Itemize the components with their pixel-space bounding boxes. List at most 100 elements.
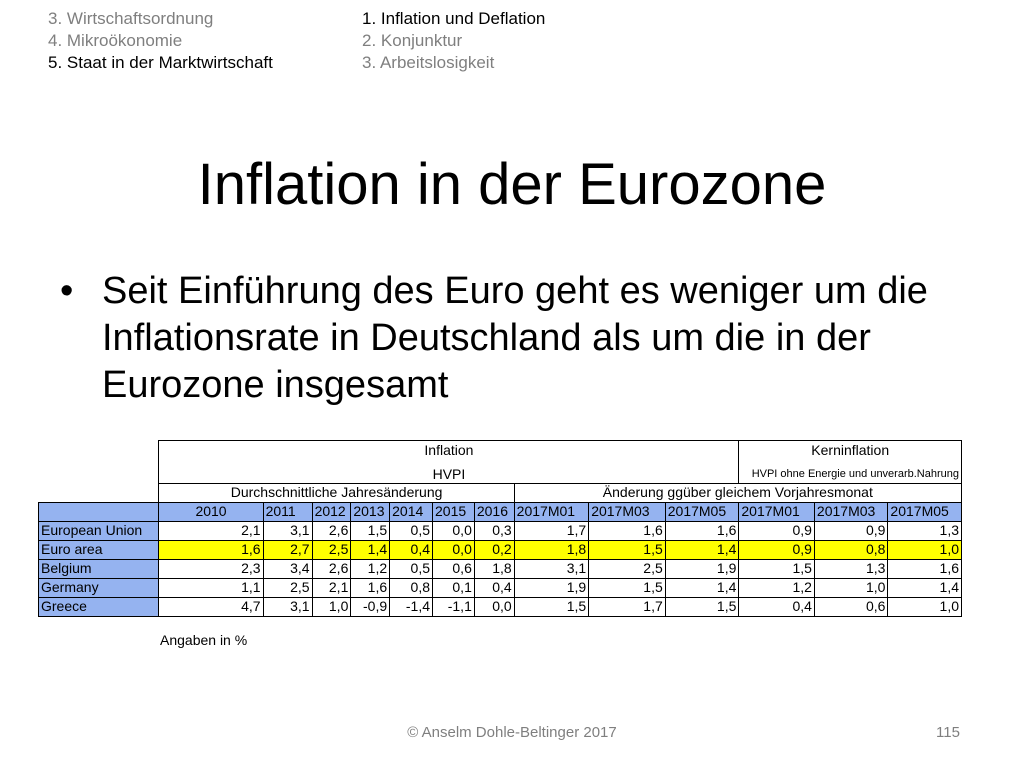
value-cell: 2,6	[311, 558, 352, 579]
year-header: 2013	[350, 501, 391, 522]
value-cell: -1,4	[389, 596, 434, 617]
year-header: 2017M03	[813, 501, 889, 522]
value-cell: 1,2	[350, 558, 391, 579]
header-row-measure: Durchschnittliche Jahresänderung Änderun…	[39, 482, 963, 503]
header-row-years: 2010 2011 2012 2013 2014 2015 2016 2017M…	[37, 501, 962, 522]
country-label: European Union	[37, 520, 160, 541]
value-cell: 0,4	[738, 596, 815, 617]
year-header: 2016	[473, 501, 515, 522]
table-note: Angaben in %	[160, 632, 248, 648]
value-cell: 0,1	[432, 577, 475, 598]
header-durchschnitt: Durchschnittliche Jahresänderung	[158, 482, 515, 503]
value-cell: 0,0	[473, 596, 515, 617]
value-cell: 1,4	[350, 539, 391, 560]
bullet-dot: •	[60, 270, 74, 312]
value-cell: 3,1	[262, 596, 313, 617]
value-cell: 1,0	[887, 539, 962, 560]
value-cell: 1,5	[513, 596, 590, 617]
blank-cell	[39, 441, 159, 460]
table-row-greece: Greece 4,7 3,1 1,0 -0,9 -1,4 -1,1 0,0 1,…	[37, 596, 962, 617]
inflation-table: Inflation Kerninflation HVPI HVPI ohne E…	[37, 440, 963, 617]
value-cell: 0,6	[432, 558, 475, 579]
value-cell: 1,8	[513, 539, 590, 560]
header-hvpi: HVPI	[158, 459, 740, 484]
nav-item-mikrooekonomie: 4. Mikroökonomie	[48, 31, 183, 50]
header-row-group: Inflation Kerninflation	[39, 440, 962, 460]
table-row-euro-area: Euro area 1,6 2,7 2,5 1,4 0,4 0,0 0,2 1,…	[37, 539, 962, 560]
value-cell: 2,1	[158, 520, 264, 541]
country-label: Germany	[37, 577, 160, 598]
year-header: 2017M01	[513, 501, 590, 522]
value-cell: 1,5	[588, 577, 666, 598]
value-cell: 1,0	[311, 596, 352, 617]
value-cell: 0,9	[813, 520, 889, 541]
value-cell: 1,5	[350, 520, 391, 541]
nav-left-menu: 3. Wirtschaftsordnung 4. Mikroökonomie 5…	[48, 8, 273, 74]
country-label: Belgium	[37, 558, 160, 579]
country-label: Euro area	[37, 539, 160, 560]
year-header: 2012	[311, 501, 352, 522]
value-cell: 1,6	[158, 539, 264, 560]
header-aenderung: Änderung ggüber gleichem Vorjahresmonat	[513, 482, 963, 503]
year-header: 2017M05	[664, 501, 740, 522]
value-cell: 3,1	[262, 520, 313, 541]
value-cell: 0,2	[473, 539, 515, 560]
page-number: 115	[936, 724, 960, 741]
nav-right-menu: 1. Inflation und Deflation 2. Konjunktur…	[362, 8, 545, 74]
value-cell: 1,5	[664, 596, 740, 617]
value-cell: 2,6	[311, 520, 352, 541]
value-cell: 1,9	[513, 577, 590, 598]
value-cell: 1,5	[588, 539, 666, 560]
value-cell: 2,7	[262, 539, 313, 560]
nav-item-staat-marktwirtschaft: 5. Staat in der Marktwirtschaft	[48, 53, 273, 72]
table-row-belgium: Belgium 2,3 3,4 2,6 1,2 0,5 0,6 1,8 3,1 …	[37, 558, 962, 579]
value-cell: 0,8	[813, 539, 889, 560]
value-cell: 2,3	[158, 558, 264, 579]
value-cell: 0,0	[432, 520, 475, 541]
year-header: 2017M01	[738, 501, 815, 522]
value-cell: 1,3	[813, 558, 889, 579]
value-cell: 1,3	[887, 520, 962, 541]
blank-year-cell	[37, 501, 160, 522]
value-cell: 1,9	[664, 558, 740, 579]
blank-cell	[39, 483, 159, 502]
header-hvpi-ohne: HVPI ohne Energie und unverarb.Nahrung	[738, 459, 962, 484]
value-cell: 0,3	[473, 520, 515, 541]
value-cell: 1,4	[887, 577, 962, 598]
value-cell: 1,6	[664, 520, 740, 541]
table-row-germany: Germany 1,1 2,5 2,1 1,6 0,8 0,1 0,4 1,9 …	[37, 577, 962, 598]
value-cell: 2,5	[588, 558, 666, 579]
header-row-index: HVPI HVPI ohne Energie und unverarb.Nahr…	[39, 459, 962, 484]
blank-cell	[39, 459, 159, 483]
value-cell: 1,6	[350, 577, 391, 598]
bullet-point: • Seit Einführung des Euro geht es wenig…	[60, 268, 980, 409]
value-cell: 1,0	[813, 577, 889, 598]
nav-item-wirtschaftsordnung: 3. Wirtschaftsordnung	[48, 9, 214, 28]
value-cell: 3,4	[262, 558, 313, 579]
value-cell: 0,4	[389, 539, 434, 560]
value-cell: 1,4	[664, 539, 740, 560]
year-header: 2017M05	[887, 501, 962, 522]
footer-copyright: © Anselm Dohle-Beltinger 2017	[407, 724, 617, 741]
table-row-european-union: European Union 2,1 3,1 2,6 1,5 0,5 0,0 0…	[37, 520, 962, 541]
value-cell: 0,4	[473, 577, 515, 598]
value-cell: 0,8	[389, 577, 434, 598]
value-cell: 1,8	[473, 558, 515, 579]
value-cell: 3,1	[513, 558, 590, 579]
value-cell: -1,1	[432, 596, 475, 617]
header-kerninflation: Kerninflation	[738, 440, 962, 459]
nav-item-arbeitslosigkeit: 3. Arbeitslosigkeit	[362, 53, 495, 72]
value-cell: 0,9	[738, 520, 815, 541]
slide-title: Inflation in der Eurozone	[197, 152, 827, 217]
value-cell: 1,5	[738, 558, 815, 579]
value-cell: 0,5	[389, 520, 434, 541]
value-cell: 0,0	[432, 539, 475, 560]
year-header: 2017M03	[588, 501, 666, 522]
value-cell: 1,6	[887, 558, 962, 579]
value-cell: 1,4	[664, 577, 740, 598]
header-inflation: Inflation	[158, 440, 740, 459]
year-header: 2014	[389, 501, 434, 522]
value-cell: 2,5	[311, 539, 352, 560]
value-cell: 2,5	[262, 577, 313, 598]
year-header: 2015	[432, 501, 475, 522]
